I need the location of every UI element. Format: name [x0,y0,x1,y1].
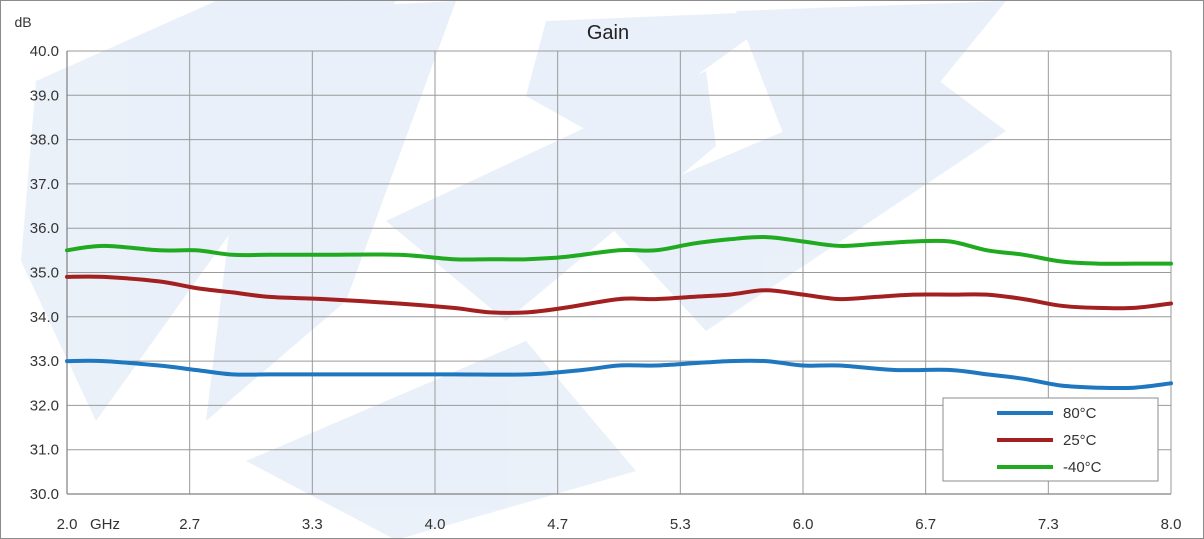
x-tick-label: 5.3 [670,516,691,533]
legend-label: 25°C [1063,432,1097,449]
y-tick-label: 38.0 [30,132,59,149]
x-tick-label: 6.0 [793,516,814,533]
legend-label: 80°C [1063,405,1097,422]
y-tick-label: 30.0 [30,486,59,503]
x-tick-label: 6.7 [915,516,936,533]
chart-title: Gain [587,22,629,44]
y-tick-label: 37.0 [30,176,59,193]
x-axis-unit-label: GHz [90,516,120,533]
y-axis-unit-label: dB [14,14,31,30]
grid-lines [67,50,1172,495]
y-tick-label: 39.0 [30,87,59,104]
y-tick-label: 34.0 [30,309,59,326]
axes [66,51,1172,495]
y-tick-label: 35.0 [30,265,59,282]
legend-label: -40°C [1063,459,1102,476]
x-tick-label: 2.0 [57,516,78,533]
series-line [65,358,1173,391]
x-tick-label: 7.3 [1038,516,1059,533]
x-tick-labels: 2.0 2.7 3.3 4.0 4.7 5.3 6.0 6.7 7.3 8.0 [57,516,1182,533]
x-tick-label: 8.0 [1161,516,1182,533]
x-tick-label: 2.7 [179,516,200,533]
y-tick-label: 31.0 [30,442,59,459]
x-tick-label: 4.7 [547,516,568,533]
x-tick-label: 3.3 [302,516,323,533]
watermark-logo [21,1,1006,538]
y-tick-label: 33.0 [30,353,59,370]
y-tick-labels: 30.0 31.0 32.0 33.0 34.0 35.0 36.0 37.0 38.0 39.0… [30,43,59,503]
series-line [65,274,1173,315]
legend: 80°C 25°C -40°C [942,397,1159,482]
series-lines [65,235,1173,391]
y-tick-label: 36.0 [30,220,59,237]
series-line [65,235,1173,266]
y-tick-label: 32.0 [30,397,59,414]
x-tick-label: 4.0 [425,516,446,533]
y-tick-label: 40.0 [30,43,59,60]
